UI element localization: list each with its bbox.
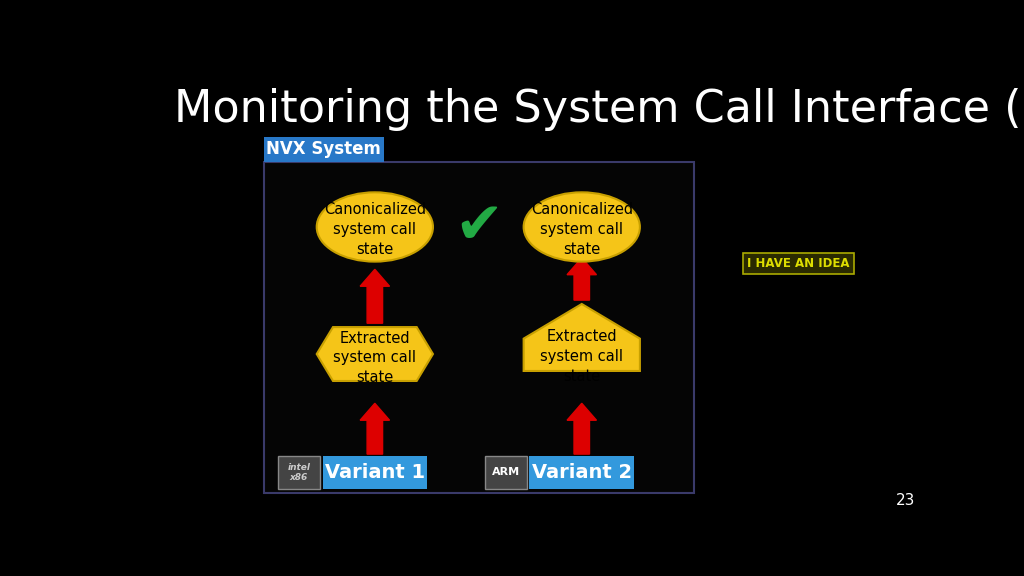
Text: I HAVE AN IDEA: I HAVE AN IDEA [748, 257, 850, 270]
Text: ARM: ARM [492, 467, 520, 477]
Text: Extracted
system call
state: Extracted system call state [541, 329, 624, 384]
Polygon shape [316, 327, 433, 381]
Ellipse shape [523, 192, 640, 262]
Text: Extracted
system call
state: Extracted system call state [334, 331, 417, 385]
Text: Variant 2: Variant 2 [531, 463, 632, 482]
FancyArrow shape [360, 403, 389, 454]
Text: Monitoring the System Call Interface (NVX): Monitoring the System Call Interface (NV… [174, 88, 1024, 131]
Ellipse shape [316, 192, 433, 262]
Text: Canonicalized
system call
state: Canonicalized system call state [530, 202, 633, 256]
Text: NVX System: NVX System [266, 140, 381, 158]
Polygon shape [523, 304, 640, 371]
Text: ✔: ✔ [454, 199, 503, 256]
FancyBboxPatch shape [263, 161, 693, 492]
Text: intel
x86: intel x86 [288, 463, 310, 482]
FancyArrow shape [567, 403, 597, 454]
Text: 23: 23 [896, 493, 915, 508]
FancyBboxPatch shape [323, 456, 427, 489]
Text: Variant 1: Variant 1 [325, 463, 425, 482]
FancyBboxPatch shape [529, 456, 634, 489]
FancyBboxPatch shape [278, 456, 321, 489]
FancyBboxPatch shape [484, 456, 527, 489]
Text: Canonicalized
system call
state: Canonicalized system call state [324, 202, 426, 256]
FancyArrow shape [567, 258, 597, 300]
FancyArrow shape [360, 270, 389, 323]
FancyBboxPatch shape [263, 137, 384, 161]
